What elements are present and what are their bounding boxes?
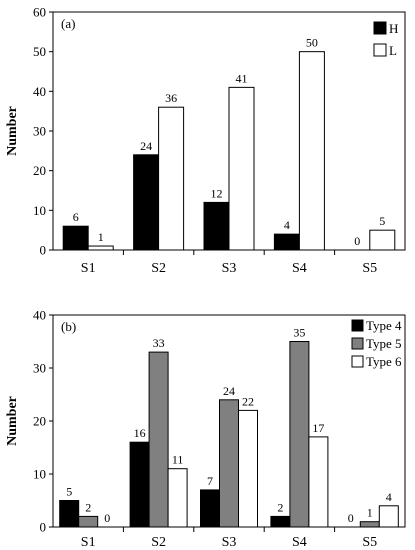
data-label: 7 bbox=[207, 474, 213, 488]
data-label: 1 bbox=[98, 230, 104, 244]
data-label: 35 bbox=[293, 326, 305, 340]
legend: HL bbox=[373, 21, 398, 58]
data-label: 0 bbox=[104, 511, 110, 525]
x-category-label: S3 bbox=[222, 261, 237, 276]
y-tick-label: 10 bbox=[33, 467, 46, 482]
bar-type-6 bbox=[308, 436, 329, 528]
x-category-label: S5 bbox=[362, 535, 377, 550]
x-category-label: S3 bbox=[222, 535, 237, 550]
bar-type-6 bbox=[238, 409, 258, 528]
panel-label: (b) bbox=[61, 319, 76, 334]
y-tick-label: 0 bbox=[40, 243, 47, 258]
bar-type-5 bbox=[219, 399, 239, 528]
x-category-label: S1 bbox=[81, 261, 96, 276]
bar-type-4 bbox=[59, 500, 80, 528]
y-tick-label: 20 bbox=[33, 163, 46, 178]
legend-swatch bbox=[373, 21, 387, 35]
data-label: 24 bbox=[140, 139, 152, 153]
x-category-label: S1 bbox=[81, 535, 96, 550]
data-label: 2 bbox=[277, 500, 283, 514]
y-tick-label: 20 bbox=[33, 414, 46, 429]
bar-type-6 bbox=[167, 468, 188, 528]
bar-type-5 bbox=[359, 521, 380, 528]
y-tick-label: 30 bbox=[33, 361, 46, 376]
data-label: 5 bbox=[66, 485, 72, 499]
data-label: 2 bbox=[85, 500, 91, 514]
bar-h bbox=[273, 233, 300, 251]
legend-label: L bbox=[389, 43, 397, 58]
bar-type-5 bbox=[289, 341, 310, 528]
y-tick-label: 40 bbox=[33, 84, 46, 99]
panel-label: (a) bbox=[61, 16, 75, 31]
bar-type-4 bbox=[129, 441, 150, 528]
data-label: 33 bbox=[153, 336, 165, 350]
legend-label: H bbox=[389, 21, 398, 36]
chart-panel-2: 010203040Number(b)S1520S2163311S372422S4… bbox=[5, 308, 406, 550]
legend-label: Type 5 bbox=[366, 336, 402, 351]
bar-l bbox=[228, 86, 255, 251]
data-label: 1 bbox=[367, 506, 373, 520]
data-label: 41 bbox=[236, 71, 248, 85]
y-tick-label: 60 bbox=[33, 5, 46, 20]
bar-h bbox=[133, 154, 160, 251]
x-category-label: S5 bbox=[362, 261, 377, 276]
data-label: 0 bbox=[348, 511, 354, 525]
bar-h bbox=[62, 225, 89, 251]
data-label: 36 bbox=[165, 91, 177, 105]
x-category-label: S2 bbox=[151, 535, 166, 550]
y-axis-title: Number bbox=[5, 106, 20, 156]
data-label: 12 bbox=[211, 186, 223, 200]
legend-label: Type 4 bbox=[366, 318, 402, 333]
x-category-label: S4 bbox=[292, 261, 307, 276]
bar-type-4 bbox=[200, 489, 220, 528]
legend-swatch bbox=[351, 355, 364, 368]
data-label: 4 bbox=[386, 490, 392, 504]
bar-type-6 bbox=[378, 505, 399, 528]
chart-panel-1: 0102030405060Number(a)S161S22436S31241S4… bbox=[5, 5, 406, 276]
data-label: 50 bbox=[306, 36, 318, 50]
y-tick-label: 40 bbox=[33, 308, 46, 323]
data-label: 16 bbox=[134, 426, 146, 440]
data-label: 0 bbox=[354, 234, 360, 248]
bar-l bbox=[369, 229, 396, 251]
bar-l bbox=[87, 245, 114, 251]
y-tick-label: 30 bbox=[33, 124, 46, 139]
y-tick-label: 10 bbox=[33, 203, 46, 218]
y-axis-title: Number bbox=[5, 396, 20, 446]
data-label: 4 bbox=[284, 218, 290, 232]
legend-swatch bbox=[351, 337, 364, 350]
data-label: 24 bbox=[223, 384, 235, 398]
x-category-label: S2 bbox=[151, 261, 166, 276]
bar-type-4 bbox=[270, 515, 291, 528]
bar-h bbox=[203, 201, 230, 251]
legend-swatch bbox=[373, 43, 387, 57]
bar-l bbox=[298, 51, 325, 251]
y-tick-label: 0 bbox=[40, 520, 47, 535]
data-label: 11 bbox=[172, 453, 184, 467]
x-category-label: S4 bbox=[292, 535, 307, 550]
legend: Type 4 Type 5 Type 6 bbox=[351, 318, 402, 369]
data-label: 22 bbox=[242, 394, 254, 408]
data-label: 5 bbox=[379, 214, 385, 228]
legend-label: Type 6 bbox=[366, 354, 402, 369]
data-label: 6 bbox=[73, 210, 79, 224]
data-label: 17 bbox=[312, 421, 324, 435]
bar-type-5 bbox=[148, 351, 169, 528]
y-tick-label: 50 bbox=[33, 44, 46, 59]
legend-swatch bbox=[351, 319, 364, 332]
bar-l bbox=[158, 106, 185, 251]
bar-type-5 bbox=[78, 515, 99, 528]
